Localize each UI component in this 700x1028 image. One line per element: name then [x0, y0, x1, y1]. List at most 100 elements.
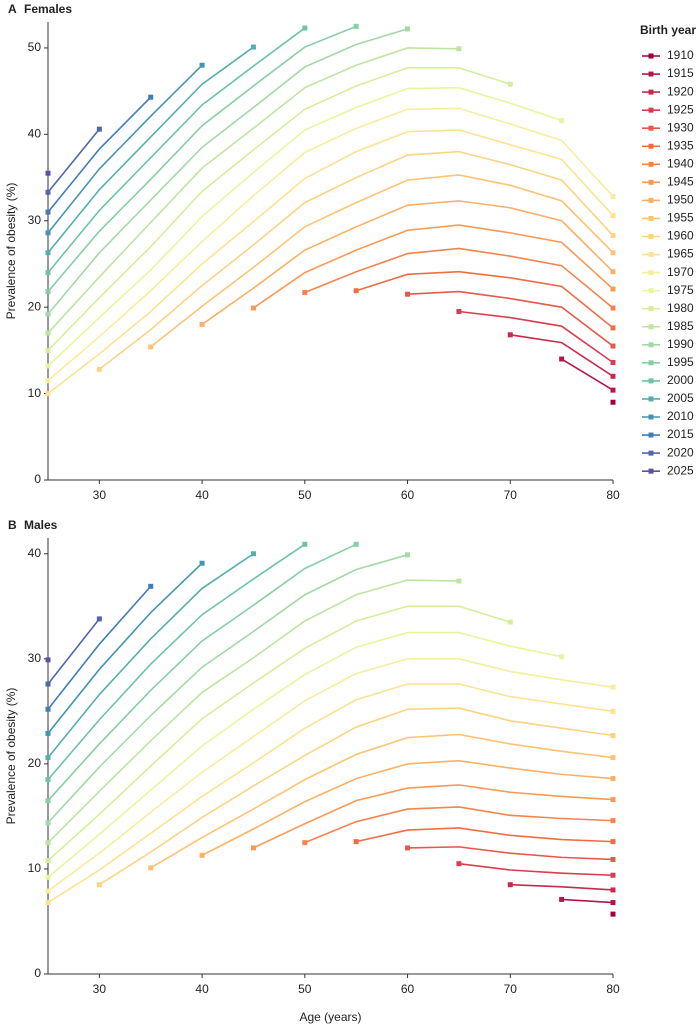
point-marker: [250, 845, 256, 851]
point-marker: [610, 213, 616, 219]
cohort-line: [47, 618, 100, 685]
point-marker: [559, 654, 565, 660]
x-tick-label: 70: [504, 488, 518, 502]
legend-label: 1945: [667, 175, 694, 189]
cohort-line: [47, 585, 152, 710]
legend-label: 2025: [667, 463, 694, 477]
cohort-line: [304, 247, 614, 309]
y-tick-label: 40: [28, 127, 42, 141]
cohort-line: [150, 174, 614, 348]
point-marker: [507, 332, 513, 338]
point-marker: [45, 755, 51, 761]
cohort-line: [47, 28, 408, 315]
cohort-line: [47, 46, 254, 254]
y-tick-label: 30: [28, 213, 42, 227]
panel-title: Females: [24, 2, 72, 16]
point-marker: [610, 343, 616, 349]
cohort-line: [510, 883, 614, 891]
cohort-line: [253, 224, 614, 309]
cohort-line: [407, 846, 614, 861]
cohort-line: [47, 47, 459, 334]
point-marker: [45, 170, 51, 176]
cohort-line: [47, 579, 459, 844]
point-marker: [45, 209, 51, 215]
legend-label: 1965: [667, 247, 694, 261]
x-axis-label: Age (years): [299, 1010, 361, 1024]
cohort-line: [150, 733, 614, 869]
panel-title: Males: [24, 518, 58, 532]
y-tick-label: 40: [28, 546, 42, 560]
legend-marker: [648, 89, 654, 95]
legend-marker: [648, 252, 654, 258]
point-marker: [250, 44, 256, 50]
point-marker: [250, 551, 256, 557]
cohort-line: [98, 707, 614, 886]
cohort-line: [253, 784, 614, 849]
x-tick-label: 70: [504, 982, 518, 996]
cohort-line: [47, 543, 357, 802]
legend-marker: [648, 432, 654, 438]
y-tick-label: 30: [28, 651, 42, 665]
y-axis-label: Prevalence of obesity (%): [4, 183, 18, 320]
cohort-line: [47, 554, 408, 824]
cohort-line: [47, 129, 614, 395]
panel-label: A: [8, 2, 17, 16]
point-marker: [148, 344, 154, 350]
point-marker: [610, 387, 616, 393]
point-marker: [45, 250, 51, 256]
point-marker: [45, 311, 51, 317]
legend-marker: [648, 215, 654, 221]
point-marker: [45, 330, 51, 336]
point-marker: [45, 858, 51, 864]
cohort-line: [561, 898, 614, 904]
point-marker: [456, 308, 462, 314]
point-marker: [610, 269, 616, 275]
x-tick-label: 30: [93, 982, 107, 996]
legend-label: 2010: [667, 409, 694, 423]
point-marker: [199, 560, 205, 566]
legend-marker: [648, 107, 654, 113]
legend-label: 1995: [667, 355, 694, 369]
point-marker: [250, 305, 256, 311]
point-marker: [610, 797, 616, 803]
point-marker: [353, 541, 359, 547]
legend-label: 2015: [667, 427, 694, 441]
cohort-line: [47, 107, 614, 382]
point-marker: [610, 194, 616, 200]
y-tick-label: 10: [28, 386, 42, 400]
y-tick-label: 0: [34, 966, 41, 980]
cohort-line: [458, 310, 614, 364]
point-marker: [45, 289, 51, 295]
point-marker: [45, 378, 51, 384]
cohort-line: [47, 683, 614, 904]
y-tick-label: 10: [28, 861, 42, 875]
point-marker: [353, 23, 359, 29]
point-marker: [199, 321, 205, 327]
point-marker: [45, 270, 51, 276]
legend-label: 1925: [667, 102, 694, 116]
cohort-line: [510, 334, 614, 377]
legend-marker: [648, 197, 654, 203]
point-marker: [610, 250, 616, 256]
legend-label: 1970: [667, 265, 694, 279]
legend-marker: [648, 378, 654, 384]
point-marker: [45, 347, 51, 353]
legend-marker: [648, 306, 654, 312]
cohort-line: [561, 358, 614, 391]
point-marker: [610, 755, 616, 761]
point-marker: [610, 399, 616, 405]
point-marker: [610, 232, 616, 238]
point-marker: [610, 839, 616, 845]
point-marker: [45, 798, 51, 804]
legend-label: 2020: [667, 445, 694, 459]
legend-marker: [648, 161, 654, 167]
legend-marker: [648, 324, 654, 330]
point-marker: [45, 657, 51, 663]
point-marker: [610, 373, 616, 379]
x-tick-label: 50: [298, 488, 312, 502]
x-tick-label: 60: [401, 982, 415, 996]
point-marker: [45, 730, 51, 736]
cohort-line: [201, 200, 614, 326]
legend-marker: [648, 53, 654, 59]
legend-marker: [648, 414, 654, 420]
